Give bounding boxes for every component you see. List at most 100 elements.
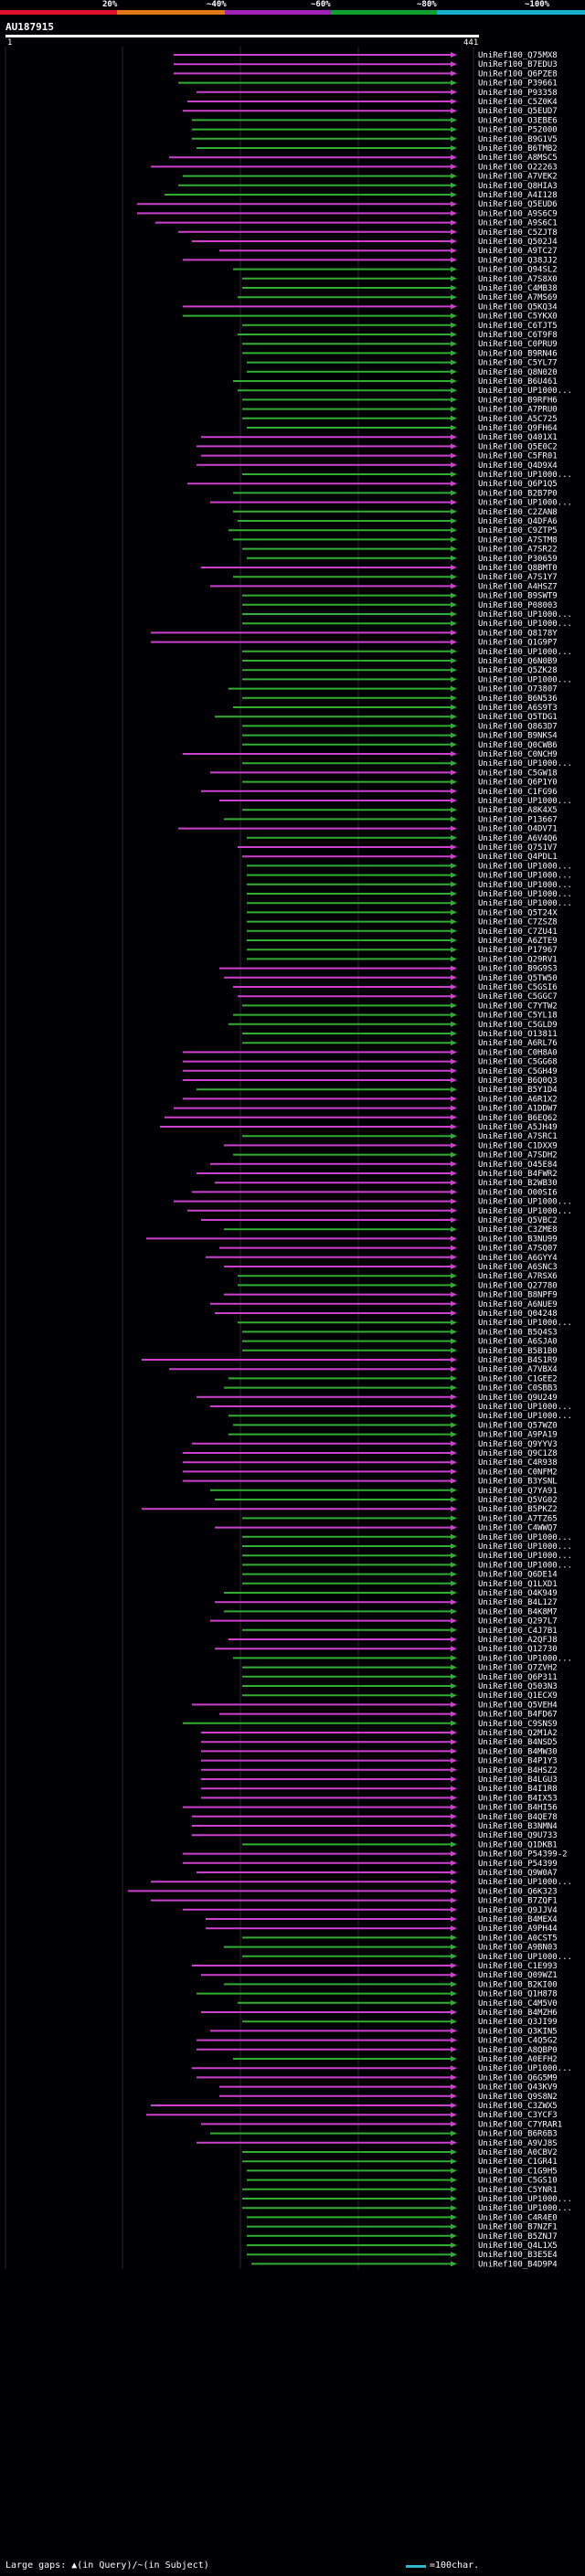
hit-label[interactable]: UniRef100_A7RSX6 xyxy=(478,1272,558,1281)
hit-label[interactable]: UniRef100_C5GW18 xyxy=(478,769,558,778)
hit-label[interactable]: UniRef100_C3YCF3 xyxy=(478,2111,558,2120)
hit-label[interactable]: UniRef100_C5GS10 xyxy=(478,2177,558,2186)
hit-label[interactable]: UniRef100_A7SDH2 xyxy=(478,1151,558,1161)
hit-label[interactable]: UniRef100_C1FG96 xyxy=(478,788,558,797)
hit-label[interactable]: UniRef100_O73807 xyxy=(478,685,558,694)
hit-label[interactable]: UniRef100_Q6P1Q5 xyxy=(478,480,558,489)
hit-label[interactable]: UniRef100_A6GYY4 xyxy=(478,1254,558,1263)
hit-label[interactable]: UniRef100_UP1000... xyxy=(478,2064,572,2073)
hit-label[interactable]: UniRef100_Q5KQ34 xyxy=(478,302,558,312)
hit-label[interactable]: UniRef100_C7ZSZ8 xyxy=(478,918,558,928)
hit-label[interactable]: UniRef100_O3EBE6 xyxy=(478,116,558,125)
hit-label[interactable]: UniRef100_P54399 xyxy=(478,1860,558,1869)
hit-label[interactable]: UniRef100_Q43KV9 xyxy=(478,2083,558,2093)
hit-label[interactable]: UniRef100_C7YRAR1 xyxy=(478,2120,562,2129)
hit-label[interactable]: UniRef100_P13667 xyxy=(478,815,558,824)
hit-label[interactable]: UniRef100_C1E993 xyxy=(478,1962,558,1971)
hit-label[interactable]: UniRef100_B4QE78 xyxy=(478,1813,558,1822)
hit-label[interactable]: UniRef100_A7STM8 xyxy=(478,535,558,545)
hit-label[interactable]: UniRef100_Q6DE14 xyxy=(478,1571,558,1580)
hit-label[interactable]: UniRef100_Q5EUD7 xyxy=(478,107,558,116)
hit-label[interactable]: UniRef100_UP1000... xyxy=(478,1542,572,1552)
hit-label[interactable]: UniRef100_A4HSZ7 xyxy=(478,582,558,591)
hit-label[interactable]: UniRef100_B4FD67 xyxy=(478,1711,558,1720)
hit-label[interactable]: UniRef100_A7S8X0 xyxy=(478,275,558,284)
hit-label[interactable]: UniRef100_UP1000... xyxy=(478,881,572,890)
hit-label[interactable]: UniRef100_C4R4E0 xyxy=(478,2213,558,2222)
hit-label[interactable]: UniRef100_O4DV71 xyxy=(478,825,558,834)
hit-label[interactable]: UniRef100_C9SNS9 xyxy=(478,1720,558,1729)
hit-label[interactable]: UniRef100_B6TMB2 xyxy=(478,144,558,154)
hit-label[interactable]: UniRef100_A7S1Y7 xyxy=(478,573,558,582)
hit-label[interactable]: UniRef100_Q1H878 xyxy=(478,1990,558,1999)
hit-label[interactable]: UniRef100_B6U461 xyxy=(478,377,558,387)
hit-label[interactable]: UniRef100_B6Q0Q3 xyxy=(478,1076,558,1086)
hit-label[interactable]: UniRef100_UP1000... xyxy=(478,1198,572,1207)
hit-label[interactable]: UniRef100_C4M5V0 xyxy=(478,1999,558,2009)
hit-label[interactable]: UniRef100_B4P1Y3 xyxy=(478,1757,558,1766)
hit-label[interactable]: UniRef100_B5Q4S3 xyxy=(478,1328,558,1337)
hit-label[interactable]: UniRef100_C0PRU9 xyxy=(478,340,558,349)
hit-label[interactable]: UniRef100_C5YNR1 xyxy=(478,2186,558,2195)
hit-label[interactable]: UniRef100_B9NKS4 xyxy=(478,732,558,741)
hit-label[interactable]: UniRef100_B2B7P0 xyxy=(478,489,558,498)
hit-label[interactable]: UniRef100_A7SQ07 xyxy=(478,1245,558,1254)
hit-label[interactable]: UniRef100_A6SNC3 xyxy=(478,1263,558,1272)
hit-label[interactable]: UniRef100_A9S6C1 xyxy=(478,219,558,228)
hit-label[interactable]: UniRef100_Q9FH64 xyxy=(478,424,558,433)
hit-label[interactable]: UniRef100_C2ZAN8 xyxy=(478,508,558,517)
hit-label[interactable]: UniRef100_Q7YA91 xyxy=(478,1487,558,1496)
hit-label[interactable]: UniRef100_Q6G5M9 xyxy=(478,2073,558,2083)
hit-label[interactable]: UniRef100_Q6P311 xyxy=(478,1673,558,1682)
hit-label[interactable]: UniRef100_Q9U249 xyxy=(478,1394,558,1403)
hit-label[interactable]: UniRef100_Q6P1Y0 xyxy=(478,779,558,788)
hit-label[interactable]: UniRef100_A6ZTE9 xyxy=(478,937,558,946)
hit-label[interactable]: UniRef100_B9RFH6 xyxy=(478,396,558,405)
hit-label[interactable]: UniRef100_A7SR22 xyxy=(478,546,558,555)
hit-label[interactable]: UniRef100_UP1000... xyxy=(478,387,572,396)
hit-label[interactable]: UniRef100_A6R1X2 xyxy=(478,1095,558,1104)
hit-label[interactable]: UniRef100_A6V4Q6 xyxy=(478,834,558,843)
hit-label[interactable]: UniRef100_A6S9T3 xyxy=(478,704,558,713)
hit-label[interactable]: UniRef100_UP1000... xyxy=(478,1953,572,1962)
hit-label[interactable]: UniRef100_P30659 xyxy=(478,555,558,564)
hit-label[interactable]: UniRef100_A7PRU0 xyxy=(478,406,558,415)
hit-label[interactable]: UniRef100_UP1000... xyxy=(478,1552,572,1561)
hit-label[interactable]: UniRef100_UP1000... xyxy=(478,1654,572,1663)
hit-label[interactable]: UniRef100_Q5TDG1 xyxy=(478,713,558,722)
hit-label[interactable]: UniRef100_B4LGU3 xyxy=(478,1776,558,1785)
hit-label[interactable]: UniRef100_C5GLD9 xyxy=(478,1021,558,1030)
hit-label[interactable]: UniRef100_UP1000... xyxy=(478,872,572,881)
hit-label[interactable]: UniRef100_Q5ZK28 xyxy=(478,666,558,675)
hit-label[interactable]: UniRef100_UP1000... xyxy=(478,648,572,657)
hit-label[interactable]: UniRef100_A7VBX4 xyxy=(478,1365,558,1374)
hit-label[interactable]: UniRef100_Q57WZ0 xyxy=(478,1421,558,1430)
hit-label[interactable]: UniRef100_A5C725 xyxy=(478,415,558,424)
hit-label[interactable]: UniRef100_B4MZH6 xyxy=(478,2009,558,2018)
hit-label[interactable]: UniRef100_C5YKX0 xyxy=(478,313,558,322)
hit-label[interactable]: UniRef100_A6RL76 xyxy=(478,1039,558,1048)
hit-label[interactable]: UniRef100_P39661 xyxy=(478,80,558,89)
hit-label[interactable]: UniRef100_UP1000... xyxy=(478,797,572,806)
hit-label[interactable]: UniRef100_Q9JJV4 xyxy=(478,1906,558,1915)
hit-label[interactable]: UniRef100_A9BN03 xyxy=(478,1944,558,1953)
hit-label[interactable]: UniRef100_B4S1R9 xyxy=(478,1356,558,1365)
hit-label[interactable]: UniRef100_Q5E0C2 xyxy=(478,442,558,451)
hit-label[interactable]: UniRef100_C4WWQ7 xyxy=(478,1524,558,1533)
hit-label[interactable]: UniRef100_B4FWR2 xyxy=(478,1170,558,1179)
hit-label[interactable]: UniRef100_Q4D9X4 xyxy=(478,461,558,471)
hit-label[interactable]: UniRef100_B6R6B3 xyxy=(478,2130,558,2139)
hit-label[interactable]: UniRef100_C9ZTP5 xyxy=(478,526,558,535)
hit-label[interactable]: UniRef100_Q6N0B9 xyxy=(478,657,558,666)
hit-label[interactable]: UniRef100_A1DDW7 xyxy=(478,1105,558,1114)
hit-label[interactable]: UniRef100_Q6PZE8 xyxy=(478,69,558,79)
hit-label[interactable]: UniRef100_A8MSC5 xyxy=(478,154,558,163)
hit-label[interactable]: UniRef100_Q1LXD1 xyxy=(478,1580,558,1589)
hit-label[interactable]: UniRef100_C4R938 xyxy=(478,1458,558,1468)
hit-label[interactable]: UniRef100_A8K4X5 xyxy=(478,806,558,815)
hit-label[interactable]: UniRef100_B6EQ62 xyxy=(478,1114,558,1123)
hit-label[interactable]: UniRef100_Q9C1Z8 xyxy=(478,1449,558,1458)
hit-label[interactable]: UniRef100_Q29RV1 xyxy=(478,955,558,964)
hit-label[interactable]: UniRef100_Q94SL2 xyxy=(478,266,558,275)
hit-label[interactable]: UniRef100_A0EFH2 xyxy=(478,2055,558,2064)
